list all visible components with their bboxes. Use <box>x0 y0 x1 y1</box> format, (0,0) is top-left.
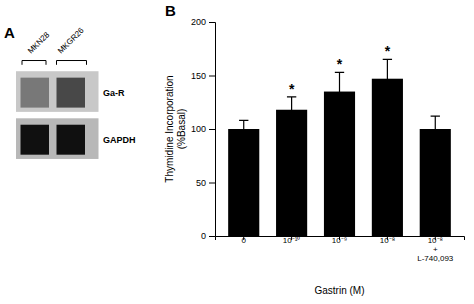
error-bar <box>383 59 392 98</box>
blot-band <box>21 78 50 108</box>
bar <box>324 92 355 236</box>
x-tick-label-line: L-740,093 <box>417 254 454 263</box>
y-tick-mark <box>209 76 215 77</box>
blot-band <box>21 125 50 155</box>
x-tick-label: 10⁻⁹ <box>332 236 347 245</box>
y-axis: 0 50 100 150 200 <box>191 17 216 241</box>
y-tick-label: 200 <box>191 17 206 27</box>
x-tick: 10⁻⁸ <box>380 236 395 245</box>
significance: * <box>337 56 343 72</box>
y-axis-title-line: Thymidine Incorporation <box>164 75 175 182</box>
x-tick-label-line: + <box>433 245 438 254</box>
x-tick: 0 <box>242 236 247 245</box>
row-label: GAPDH <box>103 135 136 145</box>
plot-area <box>228 59 451 236</box>
x-tick-label-line: 10⁻¹⁰ <box>283 236 301 245</box>
x-tick-label: 0 <box>242 236 247 245</box>
panel-label: A <box>4 24 15 41</box>
error-bar <box>239 120 248 137</box>
x-tick: 10⁻⁸+L-740,093 <box>417 236 454 263</box>
x-tick-label-line: 10⁻⁸ <box>380 236 395 245</box>
lane-bracket <box>22 61 46 65</box>
x-tick-label-line: 10⁻⁹ <box>332 236 347 245</box>
bar <box>420 129 451 236</box>
y-tick-mark <box>209 22 215 23</box>
lane-label: MKN28 <box>26 30 52 56</box>
panel-label: B <box>165 2 176 19</box>
blot-band <box>57 78 86 108</box>
x-tick-label-line: 0 <box>242 236 247 245</box>
y-tick: 0 <box>201 231 215 241</box>
x-tick: 10⁻⁹ <box>332 236 347 245</box>
bar <box>228 129 259 236</box>
figure: A MKN28MKGR26 Ga-R GAPDH * * * 0 50 100 150 200 0 10⁻… <box>0 0 474 304</box>
bar <box>276 110 307 236</box>
y-tick-mark <box>209 236 215 237</box>
panel-a: A MKN28MKGR26 Ga-R GAPDH <box>4 24 136 159</box>
x-tick-label: 10⁻⁸+L-740,093 <box>417 236 454 263</box>
y-tick: 100 <box>191 124 215 134</box>
error-bar <box>287 97 296 123</box>
blot-strip <box>16 71 99 112</box>
blot-strip <box>16 118 99 159</box>
y-tick-mark <box>209 129 215 130</box>
significance: * <box>289 81 295 97</box>
panel-b: ***050100150200010⁻¹⁰10⁻⁹10⁻⁸10⁻⁸+L-740,… <box>164 2 465 296</box>
y-tick-label: 150 <box>191 71 206 81</box>
blot-band <box>57 125 86 155</box>
y-tick-label: 0 <box>201 231 206 241</box>
y-tick: 150 <box>191 71 215 81</box>
bar <box>372 79 403 236</box>
y-axis-title-line: (%Basal) <box>176 109 187 150</box>
x-tick-label: 10⁻⁸ <box>380 236 395 245</box>
lane-bracket <box>57 61 87 65</box>
lane-label: MKGR26 <box>56 25 86 55</box>
y-axis-line <box>209 23 216 237</box>
x-axis-title: Gastrin (M) <box>315 285 365 296</box>
y-tick: 50 <box>196 178 215 188</box>
significance: * <box>385 43 391 59</box>
y-tick-label: 50 <box>196 178 206 188</box>
error-bar <box>431 116 440 142</box>
x-tick: 10⁻¹⁰ <box>283 236 301 245</box>
y-axis-title: Thymidine Incorporation(%Basal) <box>164 75 187 182</box>
row-label: Ga-R <box>103 88 125 98</box>
error-bar <box>335 72 344 111</box>
x-tick-label-line: 10⁻⁸ <box>428 236 443 245</box>
y-tick: 200 <box>191 17 215 27</box>
y-tick-mark <box>209 183 215 184</box>
x-tick-label: 10⁻¹⁰ <box>283 236 301 245</box>
x-axis: 010⁻¹⁰10⁻⁹10⁻⁸10⁻⁸+L-740,093 <box>216 236 465 263</box>
y-tick-label: 100 <box>191 124 206 134</box>
